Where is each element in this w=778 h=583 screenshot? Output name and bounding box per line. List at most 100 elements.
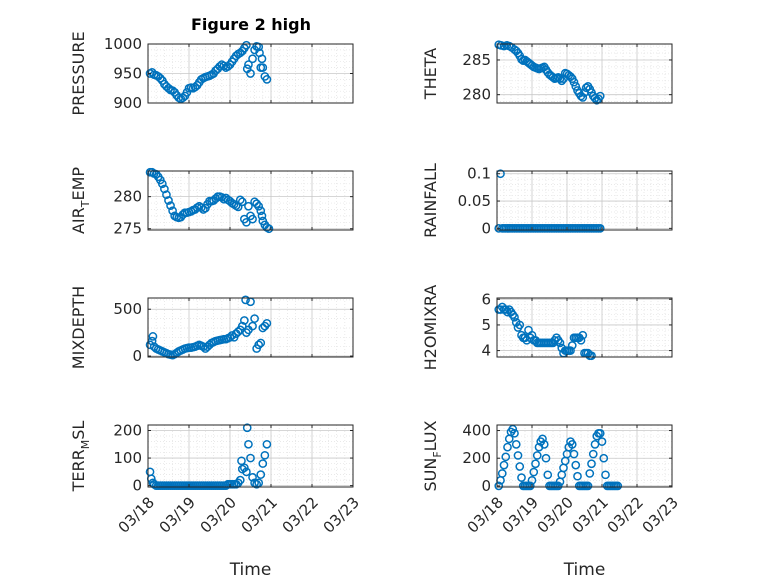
data-point bbox=[595, 224, 605, 233]
data-point bbox=[254, 340, 264, 350]
data-point bbox=[508, 424, 518, 434]
data-point bbox=[248, 321, 257, 331]
data-point bbox=[578, 93, 588, 102]
plot-area bbox=[497, 425, 672, 487]
data-point bbox=[588, 449, 598, 459]
data-point bbox=[532, 451, 542, 460]
data-point bbox=[244, 439, 253, 449]
axes-box bbox=[147, 297, 354, 358]
data-point bbox=[227, 331, 237, 340]
data-point bbox=[246, 453, 255, 463]
data-point bbox=[256, 470, 266, 479]
data-point bbox=[576, 335, 586, 345]
data-point bbox=[241, 295, 250, 305]
y-tick-label: 280 bbox=[462, 86, 491, 104]
y-tick-label: 0.1 bbox=[467, 165, 491, 183]
y-tick-label: 0 bbox=[132, 477, 142, 495]
y-tick-label: 5 bbox=[481, 316, 491, 334]
y-axis-label: AIRTEMP bbox=[69, 167, 92, 234]
data-point bbox=[264, 224, 274, 234]
x-tick-label: 03/23 bbox=[639, 493, 682, 536]
data-point bbox=[258, 459, 268, 468]
data-point bbox=[557, 76, 567, 86]
y-tick-label: 0 bbox=[481, 477, 491, 495]
data-point bbox=[585, 469, 595, 478]
y-axis-label: THETA bbox=[421, 48, 440, 100]
data-point bbox=[260, 450, 270, 460]
data-point bbox=[590, 440, 600, 449]
data-point bbox=[262, 75, 272, 84]
y-axis-label: SUNFLUX bbox=[421, 420, 444, 491]
data-point bbox=[587, 459, 596, 469]
data-point bbox=[583, 481, 593, 491]
data-point bbox=[262, 439, 272, 449]
y-tick-label: 100 bbox=[113, 449, 142, 467]
data-point bbox=[256, 338, 266, 348]
data-point bbox=[515, 462, 525, 471]
data-point bbox=[211, 194, 220, 203]
y-axis-label: RAINFALL bbox=[421, 163, 440, 238]
data-point bbox=[567, 440, 577, 449]
data-point bbox=[525, 481, 535, 491]
panel-theta: 280 285 THETA bbox=[421, 40, 673, 105]
data-point bbox=[219, 61, 229, 71]
data-point bbox=[237, 456, 246, 466]
x-tick-label: 03/20 bbox=[197, 493, 240, 536]
data-point bbox=[258, 63, 268, 72]
data-point bbox=[257, 54, 267, 64]
y-tick-label: 200 bbox=[113, 422, 142, 440]
x-axis-label: Time bbox=[229, 560, 272, 580]
data-point bbox=[240, 463, 249, 473]
data-point bbox=[242, 423, 252, 433]
data-point bbox=[567, 341, 577, 350]
data-point bbox=[237, 321, 247, 331]
data-point bbox=[242, 40, 251, 50]
data-point bbox=[566, 346, 575, 355]
data-point bbox=[240, 316, 249, 325]
data-point bbox=[254, 42, 264, 52]
data-point bbox=[569, 449, 579, 459]
data-point bbox=[256, 206, 266, 216]
axes-box bbox=[147, 424, 354, 488]
data-point bbox=[254, 478, 264, 488]
y-tick-label: 500 bbox=[113, 300, 142, 318]
data-point bbox=[517, 473, 526, 482]
data-point bbox=[158, 179, 167, 189]
x-tick-label: 03/23 bbox=[320, 493, 363, 536]
data-point bbox=[539, 440, 549, 449]
data-point bbox=[501, 452, 511, 462]
data-point bbox=[597, 437, 607, 446]
data-point bbox=[573, 471, 582, 481]
data-point bbox=[510, 428, 519, 438]
plot-area bbox=[148, 425, 353, 487]
data-point bbox=[254, 201, 264, 211]
x-tick-label: 03/21 bbox=[238, 493, 281, 536]
y-tick-label: 400 bbox=[462, 422, 491, 440]
data-point bbox=[515, 320, 525, 330]
y-tick-label: 900 bbox=[113, 94, 142, 112]
data-point bbox=[148, 332, 158, 341]
data-point bbox=[497, 469, 507, 478]
data-point bbox=[510, 312, 519, 322]
data-point bbox=[571, 460, 581, 470]
data-point bbox=[160, 184, 169, 194]
x-tick-label: 03/18 bbox=[464, 493, 507, 536]
data-point bbox=[262, 318, 272, 328]
data-point bbox=[517, 54, 526, 64]
data-point bbox=[513, 451, 523, 460]
data-point bbox=[590, 93, 600, 103]
data-point bbox=[235, 195, 245, 205]
y-tick-label: 1000 bbox=[104, 35, 142, 53]
y-tick-label: 200 bbox=[462, 449, 491, 467]
data-point bbox=[166, 201, 175, 210]
y-tick-label: 0.05 bbox=[458, 192, 491, 210]
y-tick-label: 280 bbox=[113, 188, 142, 206]
axes-box bbox=[496, 170, 673, 231]
y-axis-label: PRESSURE bbox=[69, 31, 88, 115]
data-point bbox=[244, 201, 253, 211]
data-point bbox=[503, 442, 512, 452]
data-point bbox=[248, 54, 257, 64]
data-point bbox=[178, 93, 188, 103]
x-tick-label: 03/18 bbox=[115, 493, 158, 536]
